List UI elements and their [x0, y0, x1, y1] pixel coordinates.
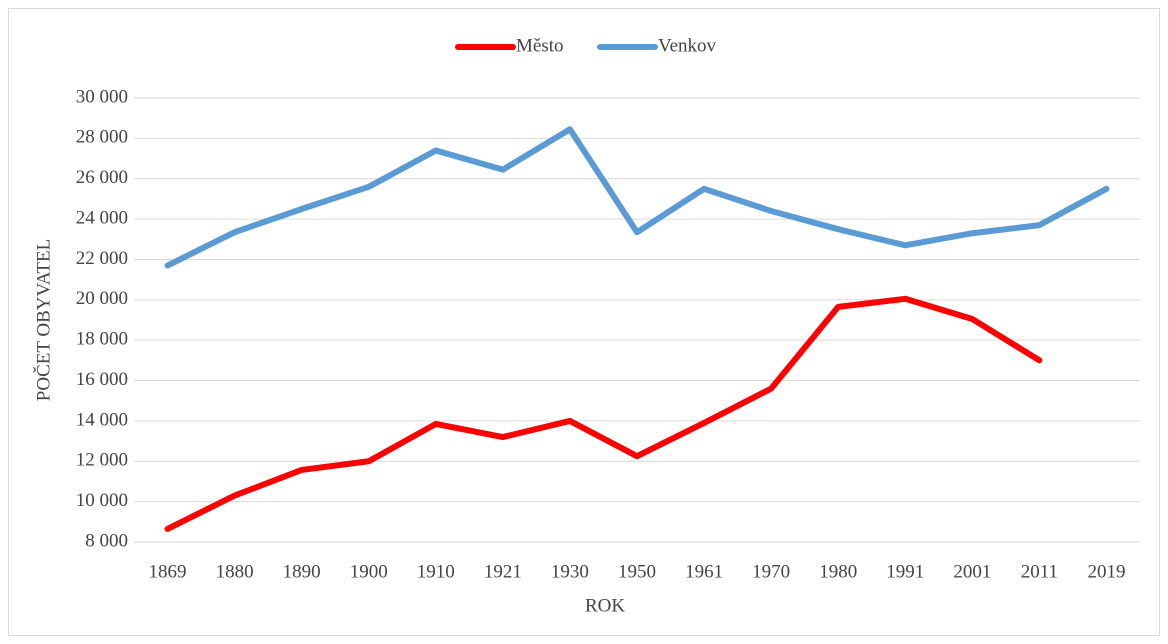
line-series — [164, 126, 1110, 269]
x-tick-label: 1961 — [685, 561, 723, 582]
line-series — [164, 295, 1043, 532]
x-tick-label: 1900 — [350, 561, 388, 582]
x-tick-label: 1930 — [551, 561, 589, 582]
x-tick-label: 1890 — [283, 561, 321, 582]
y-tick-label: 10 000 — [76, 490, 128, 511]
y-tick-label: 30 000 — [76, 86, 128, 107]
y-tick-label: 14 000 — [76, 409, 128, 430]
x-tick-label: 2019 — [1087, 561, 1125, 582]
legend-label: Město — [516, 35, 564, 56]
y-tick-label: 8 000 — [85, 530, 128, 551]
chart-border — [8, 8, 1160, 636]
x-tick-label: 2011 — [1021, 561, 1058, 582]
x-tick-label: 2001 — [953, 561, 991, 582]
y-tick-label: 26 000 — [76, 167, 128, 188]
y-tick-label: 18 000 — [76, 329, 128, 350]
y-tick-label: 28 000 — [76, 127, 128, 148]
y-tick-label: 16 000 — [76, 369, 128, 390]
y-tick-label: 20 000 — [76, 288, 128, 309]
y-tick-label: 22 000 — [76, 248, 128, 269]
x-axis-title: ROK — [585, 595, 625, 616]
y-axis-title: POČET OBYVATEL — [32, 239, 54, 401]
x-tick-label: 1921 — [484, 561, 522, 582]
y-tick-label: 12 000 — [76, 450, 128, 471]
x-tick-label: 1910 — [417, 561, 455, 582]
x-tick-label: 1880 — [216, 561, 254, 582]
y-tick-label: 24 000 — [76, 207, 128, 228]
x-tick-label: 1991 — [886, 561, 924, 582]
x-tick-label: 1980 — [819, 561, 857, 582]
x-tick-label: 1950 — [618, 561, 656, 582]
x-tick-label: 1869 — [149, 561, 187, 582]
legend-label: Venkov — [658, 35, 717, 56]
x-tick-label: 1970 — [752, 561, 790, 582]
